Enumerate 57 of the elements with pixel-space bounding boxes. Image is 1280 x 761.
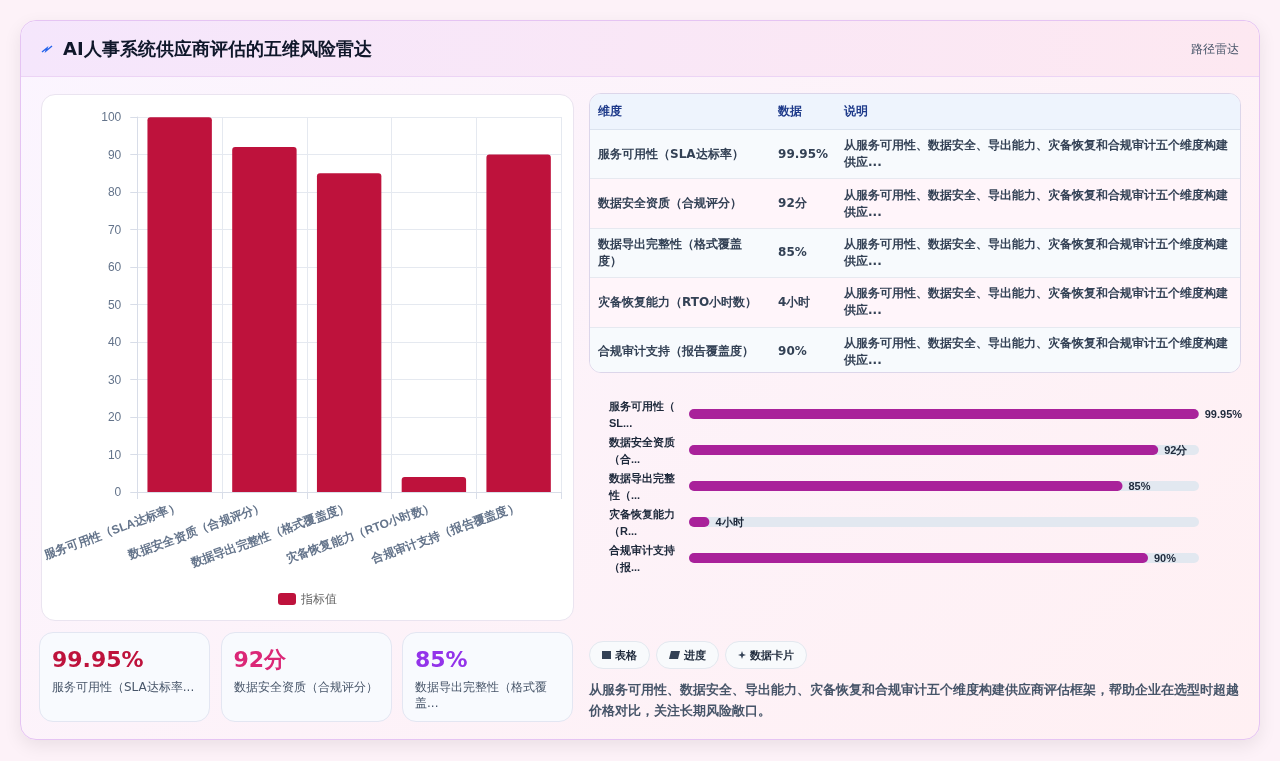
text: 数据安全资质（合规评分） bbox=[590, 178, 771, 229]
text: 数据卡片 bbox=[750, 647, 794, 663]
text: 灾备恢复能力（RTO小时数） bbox=[590, 277, 771, 328]
text: 85% bbox=[415, 646, 469, 674]
text: 说明 bbox=[836, 94, 1240, 130]
y-tick-label: 70 bbox=[107, 222, 122, 237]
y-tick-label: 灾备恢复能力（R... bbox=[609, 507, 675, 538]
bar bbox=[147, 117, 212, 492]
legend-label: 指标值 bbox=[300, 592, 337, 606]
y-tick-label: 60 bbox=[107, 260, 122, 274]
text: 92分 bbox=[770, 178, 837, 229]
text: 服务可用性（SLA达标率... bbox=[52, 679, 196, 695]
bar bbox=[316, 173, 382, 492]
data-label: 4小时 bbox=[715, 516, 744, 528]
text: 92分 bbox=[233, 646, 288, 674]
text: AI人事系统供应商评估的五维风险雷达 bbox=[63, 37, 372, 61]
text: 数据安全资质（合规评分） bbox=[233, 679, 379, 695]
y-tick-label: 10 bbox=[107, 447, 122, 462]
text: 从服务可用性、数据安全、导出能力、灾备恢复和合规审计五个维度构建供应... bbox=[836, 277, 1240, 328]
text: 路径雷达 bbox=[1191, 41, 1239, 58]
y-tick-label: 100 bbox=[101, 110, 122, 124]
text: 99.95% bbox=[770, 129, 837, 179]
y-tick-label: 50 bbox=[107, 297, 122, 312]
text: 数据导出完整性（格式覆盖... bbox=[415, 679, 548, 711]
y-tick-label: 30 bbox=[107, 372, 122, 387]
text: 4小时 bbox=[770, 277, 837, 328]
text: 服务可用性（SLA达标率） bbox=[590, 129, 771, 179]
bar bbox=[401, 477, 467, 492]
y-tick-label: 80 bbox=[107, 185, 122, 199]
text: 维度 bbox=[590, 94, 771, 130]
text: 数据 bbox=[770, 94, 837, 130]
y-tick-label: 0 bbox=[114, 485, 122, 499]
y-tick-label: 20 bbox=[107, 410, 122, 424]
data-label: 92分 bbox=[1164, 444, 1189, 456]
text: 90% bbox=[777, 343, 808, 361]
text: 从服务可用性、数据安全、导出能力、灾备恢复和合规审计五个维度构建供应... bbox=[843, 334, 1230, 369]
y-tick-label: 40 bbox=[107, 335, 122, 349]
text: 合规审计支持（报告覆盖度） bbox=[597, 343, 755, 361]
text: 85% bbox=[770, 228, 837, 278]
text: 从服务可用性、数据安全、导出能力、灾备恢复和合规审计五个维度构建供应... bbox=[836, 178, 1240, 229]
text: 从服务可用性、数据安全、导出能力、灾备恢复和合规审计五个维度构建供应商评估框架，帮助企业在选型时超越价格对比，关注长期风险敞口。 bbox=[589, 681, 1240, 720]
y-tick-label: 90 bbox=[107, 147, 122, 162]
data-label: 99.95% bbox=[1204, 408, 1243, 420]
y-tick-label: 合规审计支持（报... bbox=[608, 543, 675, 574]
text: 从服务可用性、数据安全、导出能力、灾备恢复和合规审计五个维度构建供应... bbox=[836, 129, 1240, 179]
text: 数据导出完整性（格式覆盖度） bbox=[590, 228, 771, 278]
data-label: 85% bbox=[1128, 480, 1151, 492]
data-label: 90% bbox=[1154, 552, 1177, 564]
y-tick-label: 服务可用性（SL... bbox=[608, 399, 675, 429]
y-tick-label: 数据导出完整性（... bbox=[608, 471, 676, 502]
text: 进度 bbox=[684, 647, 706, 663]
bar bbox=[232, 147, 297, 492]
text: 99.95% bbox=[52, 646, 145, 674]
y-tick-label: 数据安全资质（合... bbox=[608, 435, 675, 466]
bar bbox=[486, 154, 551, 492]
text: 表格 bbox=[615, 647, 637, 663]
text: 从服务可用性、数据安全、导出能力、灾备恢复和合规审计五个维度构建供应... bbox=[836, 228, 1240, 278]
